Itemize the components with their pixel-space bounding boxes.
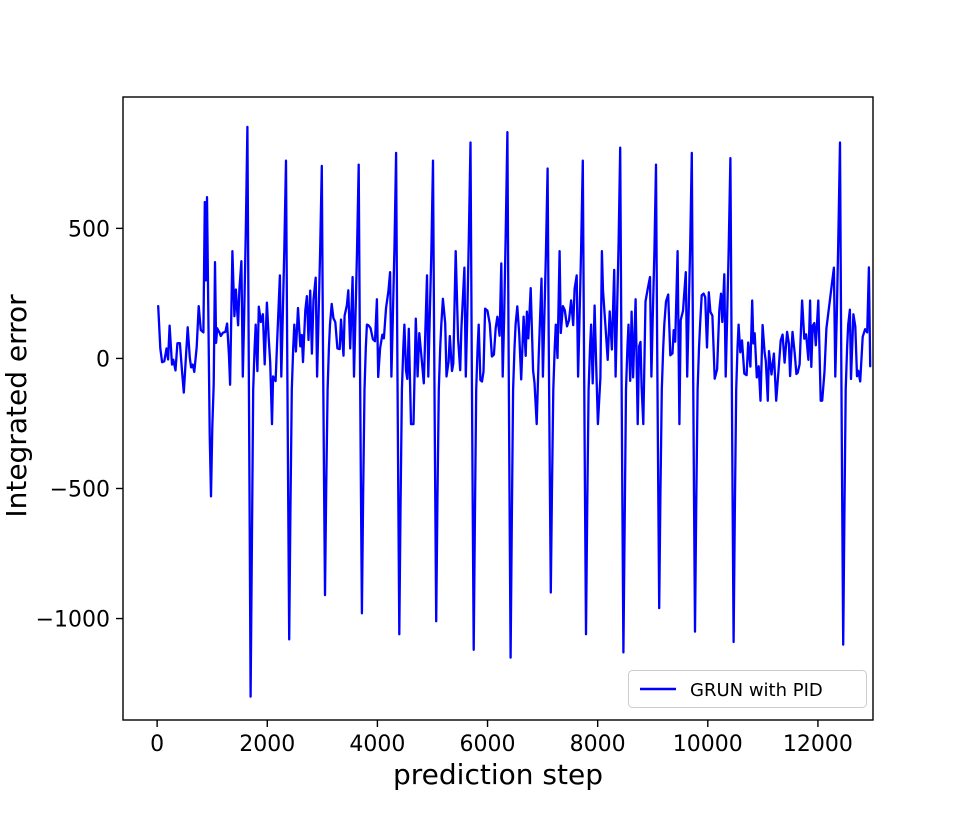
x-tick-label: 8000 [570,732,626,757]
y-tick-label: 500 [68,217,110,242]
x-axis-ticks: 0 2000 4000 6000 8000 10000 12000 [150,720,853,757]
y-tick-label: −500 [50,477,110,502]
legend-label: GRUN with PID [690,680,823,701]
legend-frame [628,670,867,708]
x-tick-label: 4000 [349,732,405,757]
x-tick-label: 12000 [783,732,853,757]
y-tick-label: −1000 [36,608,110,633]
axes-frame [122,96,874,721]
x-tick-label: 6000 [460,732,516,757]
y-axis-label: Integrated error [0,294,33,518]
series-line-grun-with-pid [157,125,872,698]
legend: GRUN with PID [628,670,867,708]
x-axis-label: prediction step [393,758,603,791]
x-tick-label: 0 [150,732,164,757]
x-tick-label: 10000 [673,732,743,757]
y-axis-ticks: −1000 −500 0 500 [36,217,123,633]
y-tick-label: 0 [96,347,110,372]
x-tick-label: 2000 [239,732,295,757]
